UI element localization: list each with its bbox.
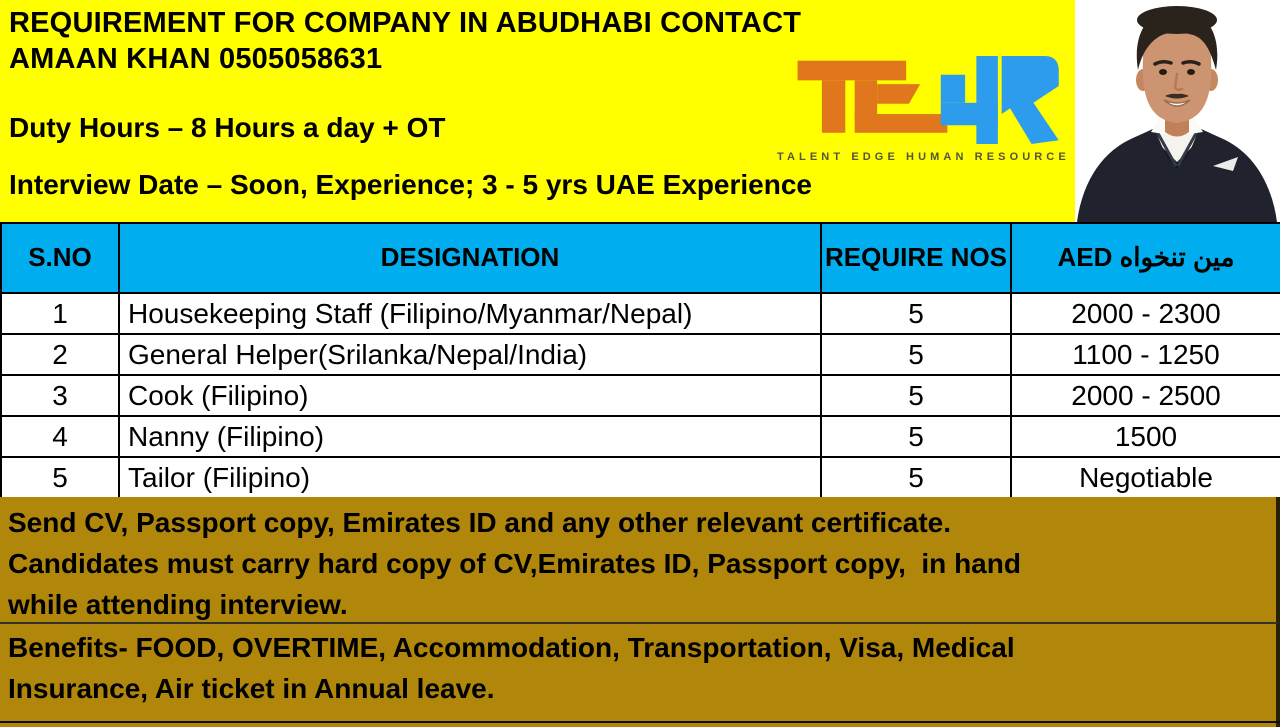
- duty-hours-line: Duty Hours – 8 Hours a day + OT: [9, 112, 446, 143]
- cell-salary: Negotiable: [1010, 456, 1280, 499]
- table-row: 2 General Helper(Srilanka/Nepal/India) 5…: [0, 333, 1280, 376]
- candidate-photo: [1075, 0, 1280, 222]
- cell-designation: Nanny (Filipino): [118, 415, 822, 458]
- tehr-logo: TALENT EDGE HUMAN RESOURCE: [777, 56, 1069, 163]
- cell-salary: 2000 - 2300: [1010, 292, 1280, 335]
- cell-require-nos: 5: [820, 292, 1012, 335]
- cell-salary: 1100 - 1250: [1010, 333, 1280, 376]
- col-header-require-nos: REQUIRE NOS: [820, 222, 1012, 294]
- cell-salary: 2000 - 2500: [1010, 374, 1280, 417]
- title-line-1: REQUIREMENT FOR COMPANY IN ABUDHABI CONT…: [9, 7, 802, 39]
- cell-salary: 1500: [1010, 415, 1280, 458]
- cell-sno: 4: [0, 415, 120, 458]
- table-row: 1 Housekeeping Staff (Filipino/Myanmar/N…: [0, 292, 1280, 335]
- note-line: while attending interview.: [8, 589, 348, 620]
- cell-designation: General Helper(Srilanka/Nepal/India): [118, 333, 822, 376]
- table-header-row: S.NO DESIGNATION REQUIRE NOS مین تنخواه …: [0, 222, 1280, 294]
- note-line: Benefits- FOOD, OVERTIME, Accommodation,…: [8, 632, 1015, 663]
- cell-require-nos: 5: [820, 374, 1012, 417]
- col-header-salary-aed: مین تنخواه AED: [1010, 222, 1280, 294]
- cell-sno: 1: [0, 292, 120, 335]
- tehr-logo-mark: [797, 56, 1059, 144]
- benefits-note: Benefits- FOOD, OVERTIME, Accommodation,…: [0, 622, 1280, 727]
- cell-designation: Housekeeping Staff (Filipino/Myanmar/Nep…: [118, 292, 822, 335]
- col-header-designation: DESIGNATION: [118, 222, 822, 294]
- cell-designation: Tailor (Filipino): [118, 456, 822, 499]
- col-header-sno: S.NO: [0, 222, 120, 294]
- bottom-divider: [0, 721, 1280, 723]
- cell-require-nos: 5: [820, 415, 1012, 458]
- cell-require-nos: 5: [820, 456, 1012, 499]
- send-cv-note: Send CV, Passport copy, Emirates ID and …: [0, 497, 1280, 622]
- note-line: Candidates must carry hard copy of CV,Em…: [8, 548, 1021, 579]
- note-line: Send CV, Passport copy, Emirates ID and …: [8, 507, 952, 538]
- title-line-2: AMAAN KHAN 0505058631: [9, 43, 383, 75]
- logo-tagline: TALENT EDGE HUMAN RESOURCE: [777, 151, 1070, 163]
- candidate-portrait-illustration: [1075, 0, 1280, 222]
- cell-sno: 2: [0, 333, 120, 376]
- cell-sno: 3: [0, 374, 120, 417]
- cell-sno: 5: [0, 456, 120, 499]
- banner: REQUIREMENT FOR COMPANY IN ABUDHABI CONT…: [0, 0, 1280, 222]
- requirements-table: S.NO DESIGNATION REQUIRE NOS مین تنخواه …: [0, 222, 1280, 499]
- cell-require-nos: 5: [820, 333, 1012, 376]
- poster-title: REQUIREMENT FOR COMPANY IN ABUDHABI CONT…: [9, 5, 939, 77]
- note-line: Insurance, Air ticket in Annual leave.: [8, 673, 495, 704]
- table-row: 5 Tailor (Filipino) 5 Negotiable: [0, 456, 1280, 499]
- interview-date-line: Interview Date – Soon, Experience; 3 - 5…: [9, 169, 812, 200]
- table-row: 3 Cook (Filipino) 5 2000 - 2500: [0, 374, 1280, 417]
- cell-designation: Cook (Filipino): [118, 374, 822, 417]
- table-row: 4 Nanny (Filipino) 5 1500: [0, 415, 1280, 458]
